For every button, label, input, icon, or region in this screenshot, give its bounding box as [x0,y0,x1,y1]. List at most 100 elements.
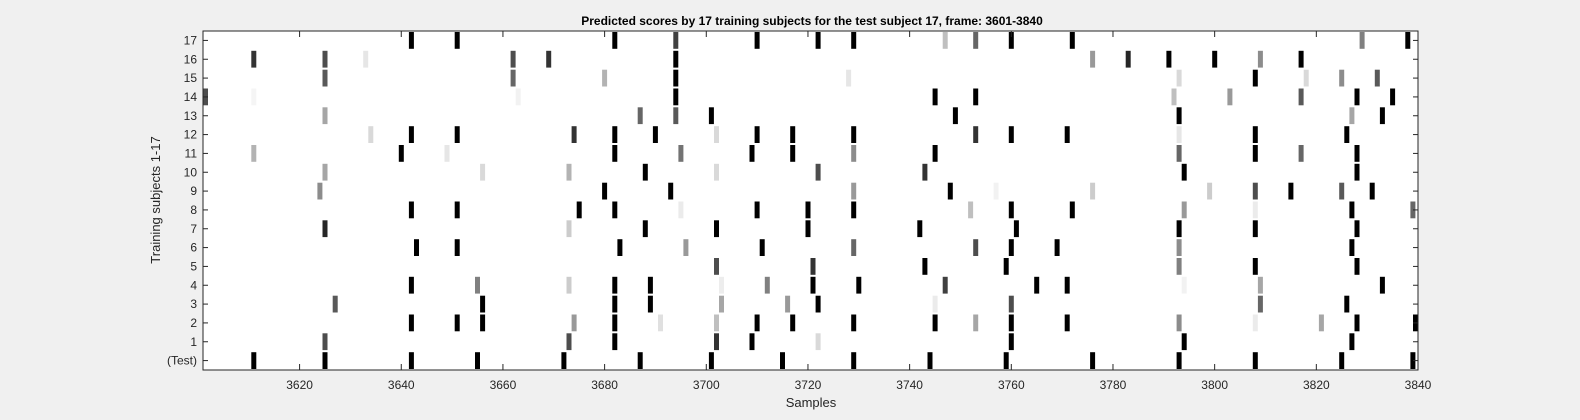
heatmap-cell [851,352,857,369]
heatmap-cell [251,145,257,162]
heatmap-cell [754,201,760,219]
heatmap-cell [927,352,933,369]
heatmap-cell [1166,50,1172,68]
heatmap-cell [1354,145,1360,162]
y-tick-label: 9 [190,184,197,198]
x-tick-label: 3660 [490,378,517,392]
heatmap-cell [754,126,760,143]
heatmap-cell [1252,182,1258,200]
heatmap-cell [561,352,567,369]
heatmap-cell [642,220,648,238]
heatmap-cell [1410,352,1416,369]
heatmap-cell [475,276,480,294]
heatmap-cell [1369,182,1375,200]
heatmap-cell [1008,333,1014,351]
heatmap-cell [1176,145,1182,162]
heatmap-cell [1212,50,1218,68]
heatmap-cell [1090,182,1096,200]
y-tick-label: 1 [190,335,197,349]
heatmap-cell [1176,69,1182,87]
heatmap-cell [1252,352,1258,369]
y-tick-label: 15 [184,71,198,85]
heatmap-cell [851,314,857,332]
y-tick-label: 2 [190,316,197,330]
heatmap-cell [1298,50,1304,68]
heatmap-cell [932,88,938,106]
heatmap-cell [1176,220,1182,238]
y-tick-label: (Test) [167,354,197,368]
heatmap-cell [1181,276,1187,294]
heatmap-cell [1008,295,1014,313]
heatmap-cell [1339,182,1345,200]
heatmap-cell [973,126,979,143]
heatmap-cell [1405,32,1411,49]
heatmap-cell [454,314,460,332]
heatmap-cell [683,239,689,256]
heatmap-cell [454,32,460,49]
heatmap-cell [251,88,257,106]
heatmap-cell [764,276,770,294]
heatmap-cell [658,314,663,332]
heatmap-cell [947,182,953,200]
y-tick-label: 10 [184,165,198,179]
heatmap-cell [602,69,608,87]
heatmap-cell [780,352,785,369]
heatmap-cell [363,50,369,68]
heatmap-cell [708,352,714,369]
heatmap-cell [652,126,658,143]
heatmap-cell [510,69,516,87]
heatmap-cell [1303,69,1309,87]
heatmap-cell [1090,50,1096,68]
x-tick-label: 3780 [1100,378,1127,392]
heatmap-cell [475,352,480,369]
heatmap-cell [1354,220,1360,238]
heatmap-cell [749,333,755,351]
heatmap-cell [322,107,328,125]
heatmap-cell [1349,107,1355,125]
heatmap-cell [708,107,714,125]
heatmap-cell [678,145,684,162]
heatmap-cell [1257,276,1263,294]
heatmap-cell [322,69,328,87]
heatmap-cell [1354,314,1360,332]
heatmap-cell [637,352,643,369]
heatmap-cell [317,182,323,200]
heatmap-cell [1252,201,1258,219]
heatmap-cell [805,220,811,238]
heatmap-cell [790,126,796,143]
heatmap-cell [612,201,618,219]
heatmap-cell [612,32,618,49]
heatmap-cell [1064,126,1070,143]
heatmap-cell [952,107,958,125]
y-axis-label: Training subjects 1-17 [148,136,163,263]
heatmap-cell [673,69,679,87]
x-tick-label: 3680 [591,378,618,392]
x-axis: 3620 3640 3660 3680 3700 3720 3740 3760 3780 3800… [286,31,1432,392]
heatmap-cell [1034,276,1040,294]
heatmap-cell [408,32,414,49]
y-tick-label: 8 [190,203,197,217]
y-tick-label: 7 [190,222,197,236]
heatmap-cell [1252,126,1258,143]
heatmap-cell [1008,314,1014,332]
heatmap-cell [973,32,979,49]
heatmap-cell [612,333,618,351]
heatmap-cell [932,145,938,162]
heatmap-cell [251,50,257,68]
y-tick-label: 6 [190,241,197,255]
heatmap-cell [810,276,816,294]
heatmap-cell [673,32,679,49]
heatmap-cell [1064,276,1070,294]
heatmap-cell [1176,258,1182,275]
heatmap-cell [515,88,521,106]
x-tick-label: 3720 [795,378,822,392]
heatmap-cell [1008,201,1014,219]
heatmap-cell [612,276,618,294]
heatmap-cell [1354,258,1360,275]
heatmap-cell [851,145,857,162]
chart-title: Predicted scores by 17 training subjects… [581,14,1043,28]
heatmap-cell [1359,32,1365,49]
heatmap-cell [1008,126,1014,143]
